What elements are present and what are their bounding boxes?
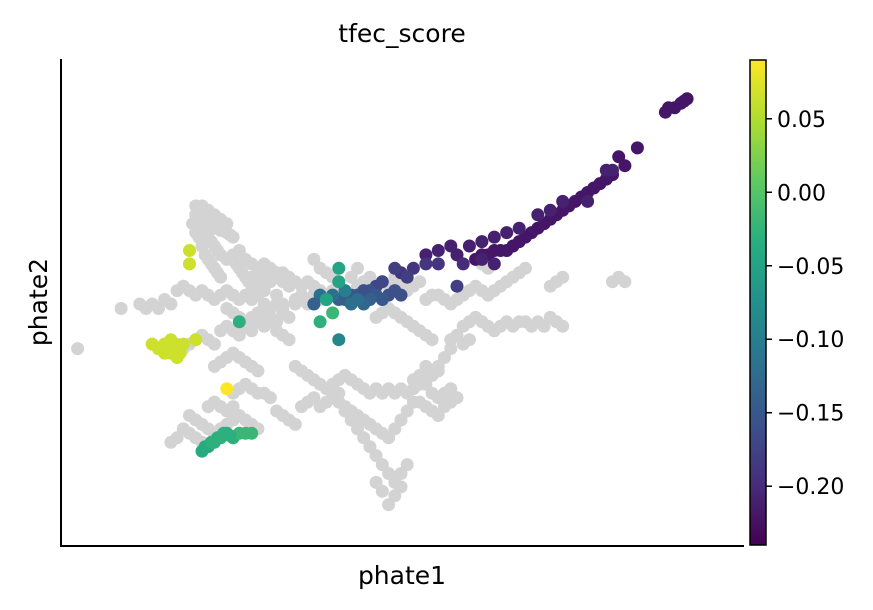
scatter-point [332, 275, 346, 289]
scatter-point-background [220, 217, 234, 231]
scatter-point-background [71, 342, 85, 356]
scatter-point [556, 194, 570, 208]
scatter-point-background [313, 261, 327, 275]
colorbar-tick-label: −0.15 [777, 402, 844, 427]
scatter-point-background [518, 261, 532, 275]
scatter-point [183, 244, 196, 257]
scatter-point-background [207, 337, 221, 351]
scatter-point [630, 141, 644, 155]
scatter-point [487, 257, 501, 271]
scatter-point [419, 248, 433, 262]
scatter-point-background [282, 333, 296, 347]
scatter-point [419, 257, 433, 271]
scatter-point [618, 159, 632, 173]
scatter-point [662, 101, 675, 115]
scatter-point [543, 203, 557, 217]
chart-title: tfec_score [338, 19, 465, 48]
scatter-point-background [245, 284, 259, 298]
scatter-point [512, 221, 526, 235]
scatter-point-background [444, 382, 458, 396]
scatter-point [431, 257, 445, 271]
scatter-point [332, 333, 346, 347]
scatter-point-background [270, 288, 284, 302]
scatter-point-background [382, 498, 396, 512]
scatter-point-background [282, 270, 296, 284]
scatter-point [158, 346, 172, 360]
scatter-point [164, 333, 178, 347]
scatter-point [400, 270, 414, 284]
scatter-point-background [288, 417, 302, 431]
scatter-point [223, 429, 237, 443]
scatter-point [332, 261, 346, 275]
scatter-point-background [189, 226, 203, 240]
scatter-point-background [556, 319, 570, 333]
scatter-point-background [133, 297, 147, 311]
scatter-point-background [351, 261, 364, 275]
colorbar-tick-label: −0.05 [777, 255, 844, 280]
scatter-point [245, 426, 259, 440]
scatter-point [189, 333, 203, 347]
scatter-point [220, 382, 234, 396]
scatter-point-background [425, 333, 439, 347]
colorbar-tick-label: −0.20 [777, 475, 844, 500]
scatter-point-background [214, 270, 228, 284]
scatter-point-background [431, 364, 445, 378]
scatter-point [326, 306, 340, 320]
scatter-point-background [618, 275, 632, 289]
scatter-point-background [226, 400, 240, 414]
colorbar-tick-label: 0.05 [777, 108, 826, 133]
scatter-point [456, 257, 470, 271]
scatter-point [500, 226, 514, 240]
scatter-point [475, 235, 489, 249]
scatter-point [344, 297, 358, 311]
scatter-point-background [444, 342, 458, 356]
scatter-point [307, 297, 321, 311]
colorbar-ticks: 0.05 0.00 −0.05 −0.10 −0.15 −0.20 [766, 108, 844, 500]
scatter-point-background [462, 333, 476, 347]
colorbar-tick-label: 0.00 [777, 181, 826, 206]
scatter-point [450, 279, 464, 293]
y-axis-label: phate2 [24, 258, 53, 346]
scatter-point-background [164, 297, 178, 311]
colorbar [749, 59, 767, 546]
scatter-point [475, 252, 489, 266]
x-axis-label: phate1 [358, 561, 446, 590]
scatter-point [145, 337, 159, 351]
scatter-point-background [556, 270, 570, 284]
scatter-point [462, 239, 476, 253]
scatter-point [599, 163, 613, 177]
scatter-point-background [419, 377, 433, 391]
points-layer [71, 92, 694, 512]
scatter-point-background [251, 364, 265, 378]
scatter-point-background [369, 475, 383, 489]
scatter-point [319, 293, 333, 306]
scatter-point-background [413, 275, 427, 289]
scatter-point [581, 194, 595, 208]
scatter-point [531, 208, 545, 222]
colorbar-tick-label: −0.10 [777, 328, 844, 353]
scatter-point-background [400, 458, 414, 472]
scatter-point-background [295, 400, 308, 414]
scatter-point [176, 337, 190, 351]
scatter-point-background [164, 435, 178, 449]
scatter-point-background [295, 288, 308, 302]
scatter-point [431, 244, 445, 257]
scatter-point-background [114, 302, 128, 315]
scatter-point-background [263, 391, 277, 405]
scatter-point [313, 315, 327, 329]
scatter-point [232, 315, 246, 329]
scatter-point [183, 257, 196, 271]
scatter-point-background [226, 230, 240, 244]
scatter-point [388, 261, 402, 275]
scatter-point [680, 92, 694, 106]
scatter-point [487, 230, 501, 244]
scatter-point-background [282, 310, 296, 324]
scatter-point-background [338, 404, 352, 418]
